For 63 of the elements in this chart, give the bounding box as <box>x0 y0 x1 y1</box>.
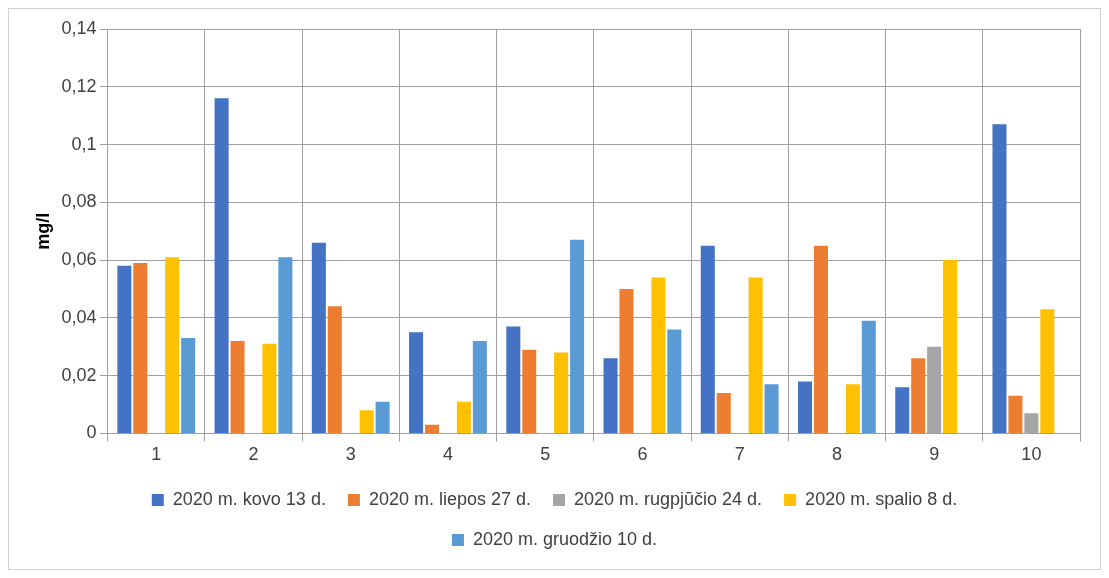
bar <box>1024 413 1039 433</box>
bar <box>409 332 424 433</box>
y-tick-label: 0,14 <box>61 17 97 38</box>
x-tick-label: 2 <box>248 444 259 465</box>
legend-label: 2020 m. gruodžio 10 d. <box>472 528 658 549</box>
legend-label: 2020 m. rugpjūčio 24 d. <box>573 488 763 509</box>
legend-label: 2020 m. liepos 27 d. <box>368 488 531 509</box>
bar <box>522 349 537 433</box>
x-tick-label: 10 <box>1021 444 1042 465</box>
bar <box>165 257 180 433</box>
bar <box>798 381 813 433</box>
bar <box>311 242 326 433</box>
bar <box>667 329 682 433</box>
bar <box>214 98 229 433</box>
x-tick-label: 3 <box>345 444 356 465</box>
bar <box>472 340 487 433</box>
bar <box>456 401 471 433</box>
x-tick-label: 4 <box>442 444 453 465</box>
legend-label: 2020 m. spalio 8 d. <box>805 488 958 509</box>
bar <box>845 384 860 433</box>
bar <box>425 424 440 433</box>
bar <box>700 245 715 433</box>
bar <box>278 257 293 433</box>
bar <box>506 326 521 433</box>
bar <box>327 306 342 433</box>
bar <box>748 277 763 433</box>
y-tick-label: 0,06 <box>61 249 97 270</box>
bar <box>716 392 731 433</box>
bar <box>1008 395 1023 433</box>
bar <box>813 245 828 433</box>
bar <box>117 265 132 433</box>
bar <box>181 338 196 433</box>
x-tick-label: 1 <box>151 444 162 465</box>
y-tick-label: 0 <box>86 422 97 443</box>
x-tick-label: 5 <box>540 444 551 465</box>
bar <box>554 352 569 433</box>
x-tick-label: 7 <box>734 444 745 465</box>
bar <box>861 320 876 433</box>
bar <box>375 401 390 433</box>
bar <box>764 384 779 433</box>
x-tick-label: 9 <box>929 444 940 465</box>
bar <box>262 343 277 433</box>
y-axis-title: mg/l <box>32 212 53 250</box>
y-tick-label: 0,02 <box>61 364 97 385</box>
legend-label: 2020 m. kovo 13 d. <box>172 488 326 509</box>
bar <box>133 262 148 433</box>
x-tick-label: 6 <box>637 444 648 465</box>
y-tick-label: 0,04 <box>61 306 97 327</box>
bar <box>1040 309 1055 433</box>
bar <box>895 387 910 433</box>
bar <box>230 340 245 433</box>
bar <box>911 358 926 433</box>
bar <box>603 358 618 433</box>
y-tick-label: 0,1 <box>71 133 97 154</box>
bar <box>359 410 374 433</box>
bar <box>992 124 1007 433</box>
bar <box>619 288 634 433</box>
x-tick-label: 8 <box>831 444 842 465</box>
bar <box>570 239 585 433</box>
bar <box>943 260 958 433</box>
y-tick-label: 0,08 <box>61 191 97 212</box>
y-tick-label: 0,12 <box>61 75 97 96</box>
bar <box>651 277 666 433</box>
